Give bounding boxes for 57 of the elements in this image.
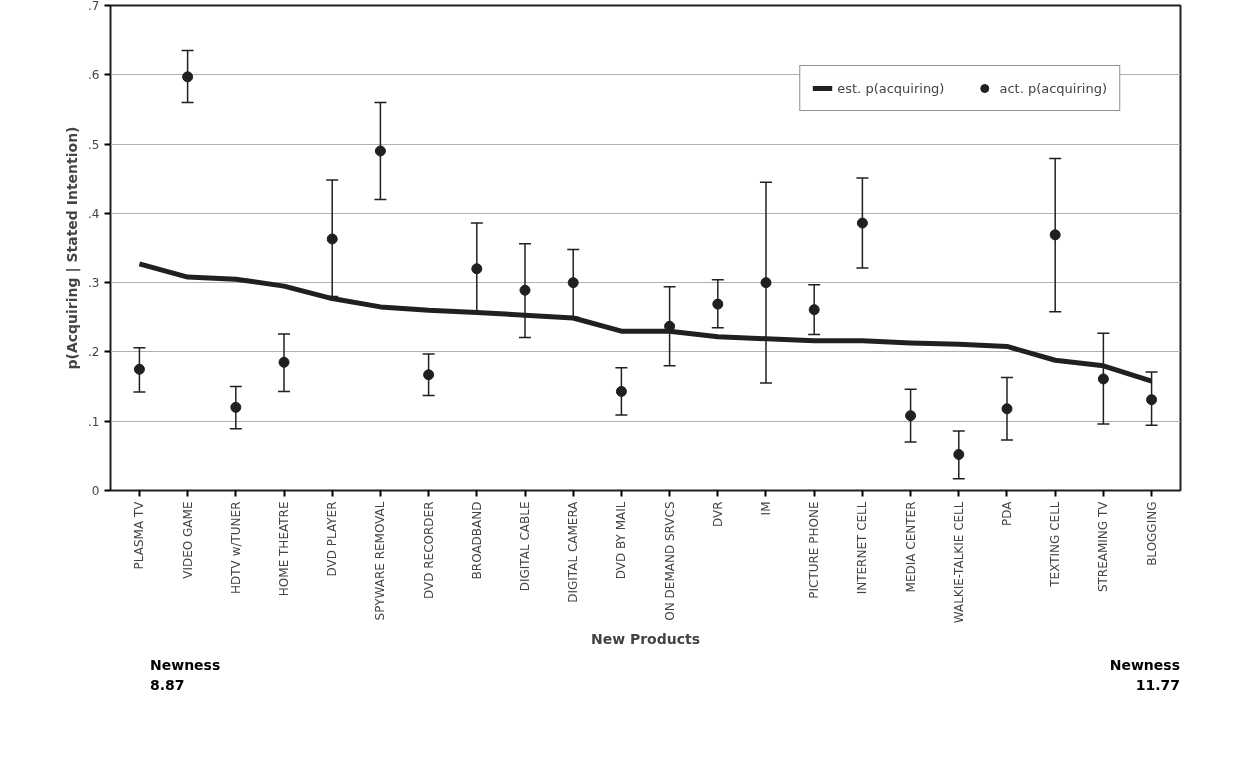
point [423,369,435,381]
legend-label: est. p(acquiring) [837,80,945,96]
x-tick-label: VIDEO GAME [180,501,195,579]
x-tick-label: DVR [710,501,725,528]
x-tick-label: HOME THEATRE [277,501,292,597]
x-tick-label: MEDIA CENTER [903,501,918,593]
x-tick-label: IM [759,501,773,516]
x-tick-label: STREAMING TV [1096,500,1111,593]
x-tick-label: PDA [999,500,1014,526]
point [953,448,965,460]
point [856,217,868,229]
point [230,401,242,413]
point [374,145,386,157]
point [471,263,483,275]
point [808,304,820,316]
y-tick-label: .3 [88,276,100,291]
y-tick-label: 0 [91,484,100,498]
point [712,298,724,310]
y-tick-label: .5 [88,137,100,152]
point [905,410,917,422]
x-axis-title: New Products [590,631,701,648]
text: Newness 8.87 [150,656,221,695]
point [760,277,772,289]
y-tick-label: .7 [88,0,100,13]
y-tick-label: .1 [88,414,100,429]
x-tick-label: BLOGGING [1144,501,1159,566]
point [615,385,627,397]
point [1001,403,1013,415]
text: Newness 11.77 [1109,656,1180,695]
x-tick-label: PICTURE PHONE [807,501,822,599]
x-tick-label: HDTV w/TUNER [228,501,243,594]
point [1049,229,1061,241]
legend-label: act. p(acquiring) [999,80,1107,96]
x-tick-label: DIGITAL CAMERA [566,500,581,603]
x-tick-label: TEXTING CELL [1048,501,1063,588]
x-tick-label: DVD RECORDER [421,501,436,600]
x-tick-label: BROADBAND [469,501,484,580]
point [567,277,579,289]
y-tick-label: .2 [88,345,100,360]
x-tick-label: ON DEMAND SRVCS [662,501,677,621]
point [519,284,531,296]
x-tick-label: INTERNET CELL [855,501,870,595]
x-tick-label: DVD BY MAIL [614,501,629,580]
x-tick-label: DIGITAL CABLE [518,501,532,592]
x-tick-label: DVD PLAYER [325,501,340,577]
point [182,71,194,83]
y-tick-label: .6 [88,68,100,83]
x-tick-label: SPYWARE REMOVAL [373,501,388,621]
x-tick-label: PLASMA TV [132,500,147,570]
x-tick-label: WALKIE-TALKIE CELL [951,501,966,624]
point [1097,373,1109,385]
y-axis-title: p(Acquiring | Stated Intention) [64,126,82,370]
point [1146,394,1158,406]
point [133,363,145,375]
point [278,356,290,368]
point [326,233,338,245]
y-tick-label: .4 [88,206,100,221]
